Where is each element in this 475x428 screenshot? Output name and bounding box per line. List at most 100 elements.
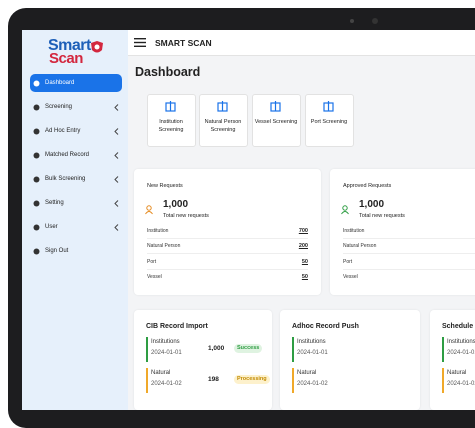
activity-title: Adhoc Record Push [292,323,359,330]
status-bar [146,368,148,393]
logo-top: Smart [48,37,91,54]
row-label: Vessel [147,274,162,280]
chevron [114,128,119,135]
item-name: Natural [447,370,467,376]
quick-link-icon [165,101,176,112]
card-icon [341,205,349,215]
header [128,30,475,56]
row-divider [147,238,308,239]
item-name: Institutions [447,339,475,345]
chevron [114,224,119,231]
menu-icon [33,80,40,87]
card-title: Approved Requests [343,183,392,189]
status-bar [442,368,444,393]
activity-title: Schedule Screening [442,323,475,330]
menu-icon [33,128,40,135]
quick-link-icon [270,101,281,112]
menu-icon [33,200,40,207]
row-divider [343,269,475,270]
menu-item[interactable] [30,98,122,116]
menu-toggle [134,38,146,47]
status-bar [442,337,444,362]
quick-link-label: Vessel Screening [254,119,298,125]
card-icon [145,205,153,215]
item-date: 2024-01-02 [447,381,475,387]
row-value: 700 [298,228,308,234]
row-value: 50 [301,274,308,280]
quick-link-icon [323,101,334,112]
row-value: 50 [301,259,308,265]
row-label: Vessel [343,274,358,280]
page: Smart Scan Dashboard Screening Ad Hoc Entry M… [8,8,475,428]
menu-label: Matched Record [45,152,90,158]
row-label: Port [147,259,157,265]
sidebar [22,30,128,410]
item-date: 2024-01-02 [151,381,182,387]
item-date: 2024-01-01 [447,350,475,356]
menu-item[interactable] [30,242,122,260]
row-divider [147,269,308,270]
chevron [114,176,119,183]
item-date: 2024-01-01 [297,350,328,356]
quick-link-label: Institution Screening [158,119,184,133]
card-caption: Total new requests [359,213,405,219]
row-value: 200 [298,243,308,249]
card-total: 1,000 [359,199,385,210]
menu-item[interactable] [30,218,122,236]
item-name: Natural [297,370,317,376]
logo-bottom: Scan [49,50,83,67]
item-count: 1,000 [208,345,225,352]
menu-icon [33,176,40,183]
menu-label: Dashboard [45,80,75,86]
item-date: 2024-01-02 [297,381,328,387]
camera-dot [350,19,354,23]
row-label: Port [343,259,353,265]
status-pill: Success [234,344,263,353]
row-divider [343,238,475,239]
menu-label: User [45,224,58,230]
row-label: Institution [147,228,169,234]
row-divider [343,253,475,254]
summary-card [330,169,475,295]
camera [372,18,378,24]
chevron [114,104,119,111]
menu-label: Screening [45,104,73,110]
menu-label: Sign Out [45,248,69,254]
status-bar [292,368,294,393]
status-pill: Processing [234,375,270,384]
quick-link-label: Port Screening [310,119,348,125]
activity-card [134,310,272,410]
screen: Smart Scan Dashboard Screening Ad Hoc Entry M… [22,30,475,410]
quick-link-icon [217,101,228,112]
menu-icon [33,152,40,159]
menu-icon [33,224,40,231]
card-total: 1,000 [163,199,189,210]
summary-card [134,169,321,295]
row-label: Institution [343,228,365,234]
status-bar [146,337,148,362]
item-count: 198 [208,376,219,383]
activity-title: CIB Record Import [146,323,208,330]
menu-item[interactable] [30,74,122,92]
item-name: Institutions [297,339,326,345]
menu-icon [33,104,40,111]
activity-card [280,310,420,410]
menu-item[interactable] [30,194,122,212]
quick-link-label: Natural Person Screening [204,119,242,133]
page-title: Dashboard [135,65,201,79]
status-bar [292,337,294,362]
activity-card [430,310,475,410]
menu-icon [33,248,40,255]
item-date: 2024-01-01 [151,350,182,356]
item-name: Natural [151,370,171,376]
menu-label: Bulk Screening [45,176,86,182]
card-caption: Total new requests [163,213,209,219]
row-label: Natural Person [147,243,181,249]
menu-label: Setting [45,200,64,206]
chevron [114,200,119,207]
card-title: New Requests [147,183,183,189]
item-name: Institutions [151,339,180,345]
chevron [114,152,119,159]
menu-label: Ad Hoc Entry [45,128,81,134]
header-title: SMART SCAN [155,38,212,48]
